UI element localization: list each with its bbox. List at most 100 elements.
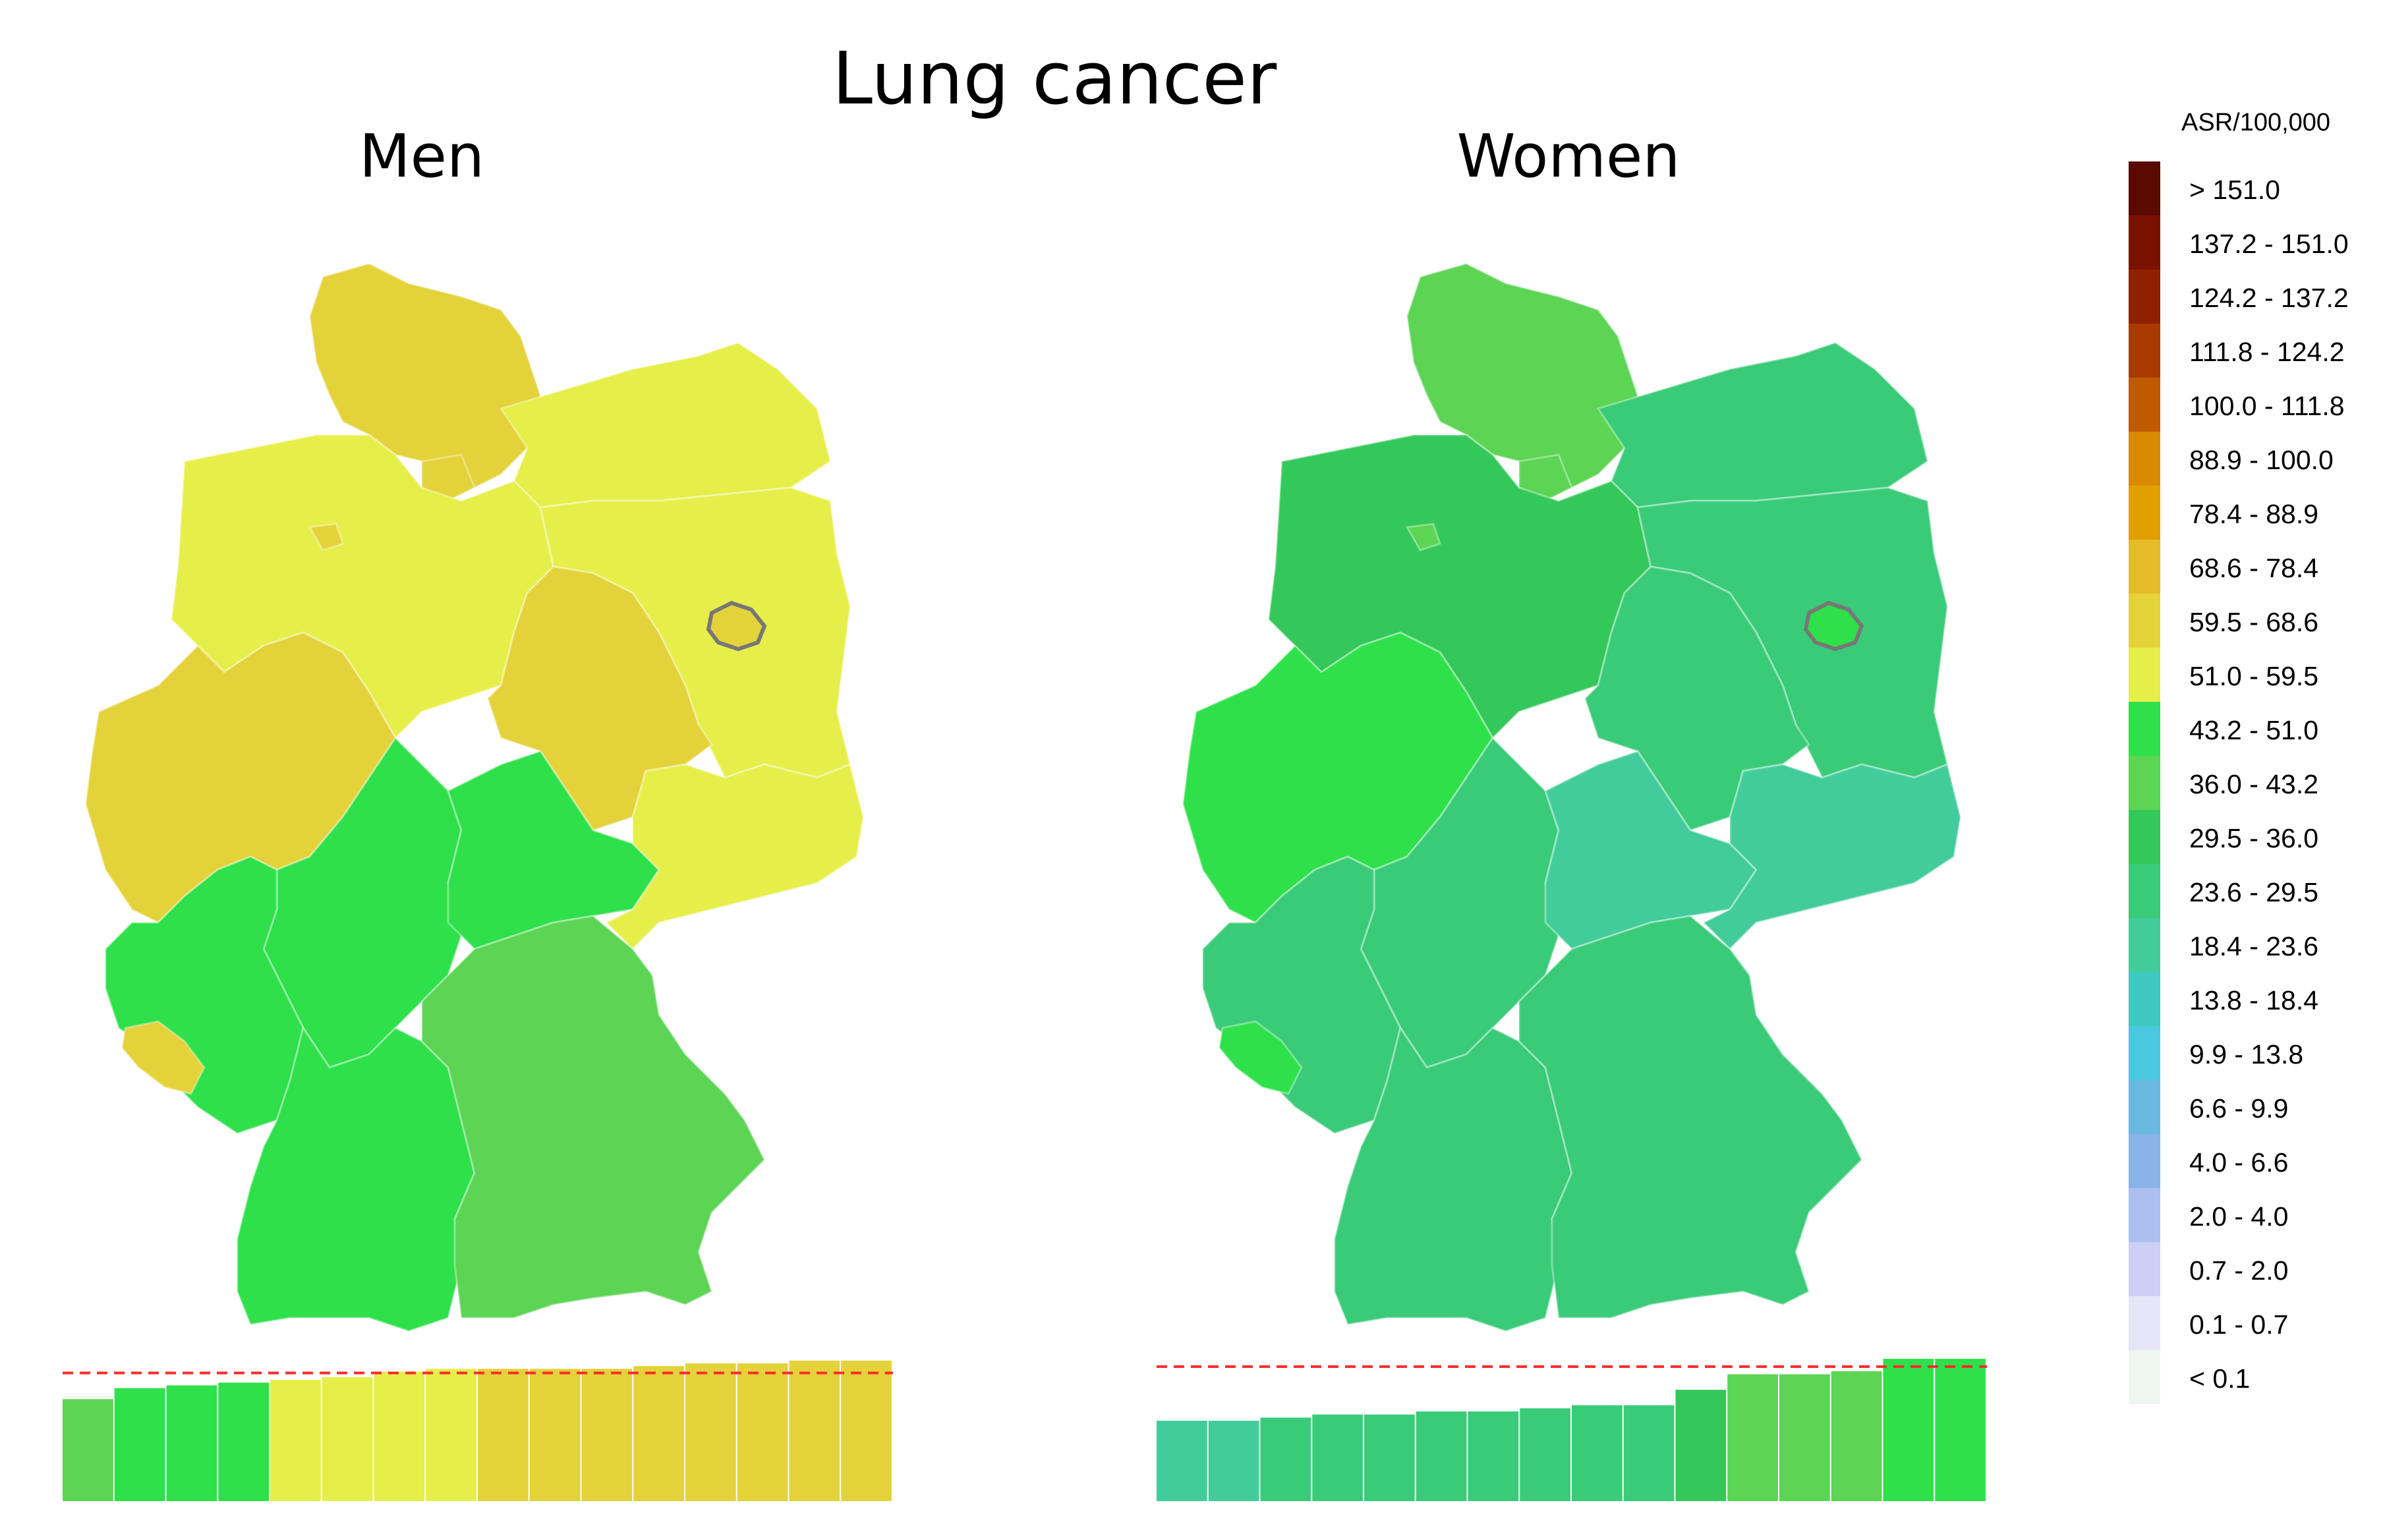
bar — [1935, 1359, 1986, 1501]
legend-swatch — [2129, 648, 2160, 702]
women-region-berlin — [1803, 600, 1864, 652]
legend-swatch — [2129, 594, 2160, 648]
bar — [322, 1377, 373, 1501]
legend-swatch — [2129, 540, 2160, 594]
legend-swatch — [2129, 432, 2160, 486]
bar — [166, 1385, 217, 1501]
bar — [1208, 1420, 1259, 1501]
legend-label: 23.6 - 29.5 — [2189, 877, 2319, 907]
bar — [1416, 1411, 1467, 1501]
legend-swatch — [2129, 918, 2160, 972]
bar — [1364, 1414, 1415, 1501]
legend-swatch — [2129, 1134, 2160, 1188]
bar — [114, 1388, 165, 1501]
legend-label: 59.5 - 68.6 — [2189, 607, 2319, 637]
bar — [218, 1383, 269, 1501]
legend-label: 111.8 - 124.2 — [2189, 337, 2345, 367]
legend-swatch — [2129, 864, 2160, 918]
legend-label: < 0.1 — [2189, 1363, 2251, 1394]
bar — [1520, 1408, 1570, 1501]
legend-color-scale — [2129, 161, 2160, 1404]
men-region-thuringia — [447, 750, 660, 950]
women-region-mecklenburg — [1596, 341, 1929, 509]
men-region-berlin — [706, 600, 767, 652]
men-bar-chart — [63, 1360, 893, 1501]
bar — [581, 1369, 633, 1501]
legend-swatch — [2129, 1350, 2160, 1404]
legend-label: 29.5 - 36.0 — [2189, 823, 2319, 853]
legend-label: 0.7 - 2.0 — [2189, 1255, 2289, 1286]
women-region-bavaria — [1518, 915, 1863, 1319]
figure-title: Lung cancer — [832, 36, 1277, 121]
bar — [1572, 1405, 1622, 1501]
legend-label: 137.2 - 151.0 — [2189, 229, 2349, 259]
bar — [529, 1369, 581, 1501]
men-map — [84, 262, 865, 1332]
legend-swatch — [2129, 1296, 2160, 1350]
legend-swatch — [2129, 756, 2160, 810]
legend-swatch — [2129, 215, 2160, 270]
men-region-bavaria — [420, 915, 766, 1319]
legend-label: 100.0 - 111.8 — [2189, 391, 2345, 421]
legend-label: 88.9 - 100.0 — [2189, 445, 2334, 475]
legend-label: 9.9 - 13.8 — [2189, 1039, 2304, 1069]
bar — [789, 1360, 840, 1501]
women-bar-chart — [1157, 1359, 1987, 1501]
bar — [1831, 1371, 1882, 1501]
legend-swatch — [2129, 324, 2160, 378]
bar — [1312, 1414, 1363, 1501]
legend-label: 6.6 - 9.9 — [2189, 1093, 2289, 1124]
legend-label: 43.2 - 51.0 — [2189, 715, 2319, 745]
bar — [1468, 1411, 1519, 1501]
women-region-saarland — [1218, 1020, 1303, 1095]
legend-label: 0.1 - 0.7 — [2189, 1309, 2289, 1340]
legend-swatch — [2129, 1242, 2160, 1296]
women-region-hamburg — [1518, 453, 1573, 502]
bar — [1675, 1390, 1727, 1501]
bar — [270, 1380, 321, 1501]
legend-swatch — [2129, 486, 2160, 540]
legend-label: 18.4 - 23.6 — [2189, 931, 2319, 961]
bar — [633, 1366, 684, 1501]
legend-swatch — [2129, 270, 2160, 324]
legend-swatch — [2129, 161, 2160, 215]
legend-swatch — [2129, 1026, 2160, 1080]
bar — [737, 1363, 788, 1501]
men-region-bremen — [308, 523, 344, 552]
women-region-bremen — [1405, 523, 1441, 552]
legend-label: > 151.0 — [2189, 175, 2280, 205]
bar — [1623, 1405, 1675, 1501]
women-region-saxony — [1702, 762, 1962, 951]
legend-swatch — [2129, 1080, 2160, 1134]
men-region-saxony — [604, 762, 865, 951]
bar — [841, 1360, 892, 1501]
legend-swatch — [2129, 972, 2160, 1026]
bar — [478, 1369, 529, 1501]
men-panel-title: Men — [359, 122, 485, 191]
legend-swatch — [2129, 378, 2160, 432]
legend-swatch — [2129, 810, 2160, 864]
legend-swatch — [2129, 702, 2160, 756]
bar — [374, 1371, 425, 1501]
bar — [1260, 1417, 1311, 1501]
legend-label: 78.4 - 88.9 — [2189, 499, 2319, 529]
legend-label: 124.2 - 137.2 — [2189, 283, 2349, 313]
men-region-mecklenburg — [499, 341, 832, 509]
bar — [1779, 1374, 1830, 1501]
legend-label: 4.0 - 6.6 — [2189, 1147, 2289, 1178]
bar — [685, 1363, 736, 1501]
bar — [1883, 1359, 1934, 1501]
legend-label: 13.8 - 18.4 — [2189, 985, 2319, 1015]
women-region-thuringia — [1544, 750, 1758, 950]
legend-label: 2.0 - 4.0 — [2189, 1201, 2289, 1232]
legend-label: 36.0 - 43.2 — [2189, 769, 2319, 799]
women-panel-title: Women — [1456, 122, 1680, 191]
bar — [426, 1369, 476, 1501]
women-map — [1182, 262, 1962, 1332]
legend-label: 68.6 - 78.4 — [2189, 553, 2319, 583]
men-region-hamburg — [420, 453, 476, 502]
men-region-saarland — [121, 1020, 206, 1095]
bar — [63, 1399, 113, 1501]
legend-title: ASR/100,000 — [2181, 109, 2331, 136]
